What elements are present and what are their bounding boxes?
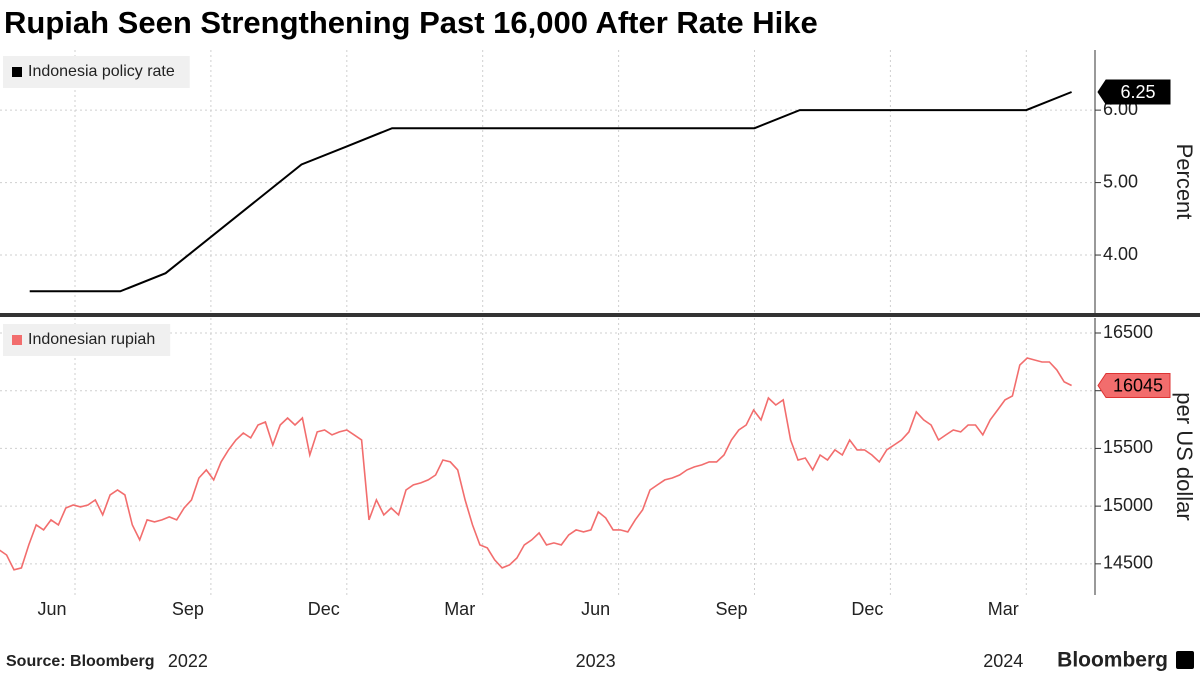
x-tick-label: Jun xyxy=(581,599,610,619)
y-tick-label: 5.00 xyxy=(1103,171,1138,191)
y-tick-label: 4.00 xyxy=(1103,244,1138,264)
x-tick-label: Mar xyxy=(988,599,1019,619)
y-tick-label: 14500 xyxy=(1103,553,1153,573)
last-value-tag xyxy=(1097,373,1171,399)
x-tick-label: Mar xyxy=(444,599,475,619)
panel-separator xyxy=(0,313,1200,317)
series-line xyxy=(29,91,1072,293)
brand: Bloomberg xyxy=(1057,649,1168,672)
y-tick-label: 15500 xyxy=(1103,437,1153,457)
y-tick-label: 15000 xyxy=(1103,495,1153,515)
y-axis-label: Percent xyxy=(1172,144,1197,220)
x-tick-label: Sep xyxy=(715,599,747,619)
legend-label: Indonesia policy rate xyxy=(28,63,175,80)
last-value-label: 16045 xyxy=(1113,375,1163,395)
legend-swatch xyxy=(12,335,22,345)
year-label: 2022 xyxy=(168,651,208,671)
last-value-label: 6.25 xyxy=(1120,82,1155,102)
last-value-tag xyxy=(1097,79,1171,105)
chart-title: Rupiah Seen Strengthening Past 16,000 Af… xyxy=(4,5,818,40)
legend-box xyxy=(3,324,171,356)
series-line xyxy=(0,357,1072,571)
x-tick-label: Sep xyxy=(172,599,204,619)
y-tick-label: 16500 xyxy=(1103,322,1153,342)
legend-label: Indonesian rupiah xyxy=(28,331,155,348)
year-label: 2023 xyxy=(576,651,616,671)
y-axis-label: per US dollar xyxy=(1172,392,1197,520)
x-tick-label: Dec xyxy=(308,599,340,619)
source: Source: Bloomberg xyxy=(6,653,154,670)
x-tick-label: Dec xyxy=(851,599,883,619)
brand-icon xyxy=(1176,651,1194,669)
legend-box xyxy=(3,56,190,88)
legend-swatch xyxy=(12,67,22,77)
x-tick-label: Jun xyxy=(37,599,66,619)
year-label: 2024 xyxy=(983,651,1023,671)
